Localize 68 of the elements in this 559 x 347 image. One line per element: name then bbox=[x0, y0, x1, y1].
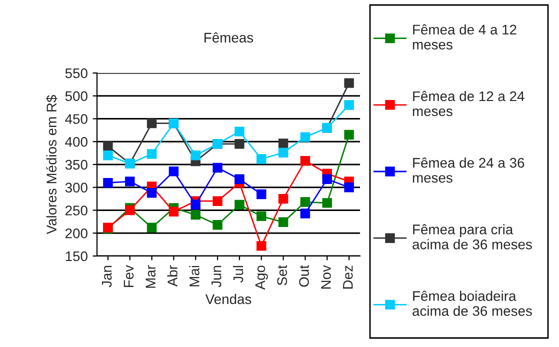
point bbox=[168, 206, 179, 216]
point bbox=[278, 217, 288, 228]
point bbox=[278, 138, 288, 148]
y-tick-label: 400 bbox=[65, 136, 88, 147]
x-tick-label: Mai bbox=[189, 266, 200, 286]
point bbox=[146, 149, 157, 159]
y-tick-label: 350 bbox=[65, 160, 88, 170]
point bbox=[300, 208, 310, 218]
x-tick-label: Nov bbox=[321, 265, 331, 289]
legend-label: Fêmea boiadeira acima de 36 meses bbox=[412, 290, 532, 316]
legend-label: Fêmea de 4 a 12 meses bbox=[412, 24, 516, 50]
point bbox=[146, 118, 157, 128]
x-tick-label: Mar bbox=[146, 265, 156, 288]
point bbox=[125, 176, 135, 186]
point bbox=[256, 189, 266, 200]
point bbox=[344, 100, 354, 110]
point bbox=[212, 162, 222, 173]
y-axis-title: Valores Médios em R$ bbox=[46, 94, 58, 234]
chart-title: Fêmeas bbox=[204, 32, 254, 43]
point bbox=[234, 126, 244, 136]
y-tick-label: 150 bbox=[66, 251, 88, 262]
legend-label: Fêmea de 12 a 24 meses bbox=[412, 90, 524, 116]
point bbox=[103, 178, 113, 188]
point bbox=[103, 141, 113, 152]
y-tick-label: 200 bbox=[66, 228, 88, 238]
point bbox=[234, 139, 244, 149]
point bbox=[278, 194, 288, 204]
y-tick-label: 550 bbox=[65, 68, 88, 78]
point bbox=[234, 200, 244, 210]
x-tick-label: Set bbox=[277, 265, 288, 286]
point bbox=[344, 182, 354, 192]
point bbox=[278, 148, 288, 158]
point bbox=[212, 196, 222, 206]
x-tick-label: Fev bbox=[124, 265, 134, 288]
point bbox=[190, 200, 200, 210]
x-axis-title: Vendas bbox=[205, 294, 252, 304]
x-tick-label: Out bbox=[299, 265, 309, 287]
point bbox=[146, 222, 157, 232]
y-tick-label: 450 bbox=[65, 114, 88, 124]
x-tick-label: Ago bbox=[255, 266, 268, 290]
point bbox=[300, 197, 310, 207]
point bbox=[300, 132, 310, 142]
legend-label: Fêmea de 24 a 36 meses bbox=[412, 158, 524, 183]
x-tick-label: Jun bbox=[212, 266, 222, 288]
point bbox=[190, 210, 200, 220]
point bbox=[256, 241, 266, 251]
y-tick-label: 500 bbox=[65, 91, 88, 102]
point bbox=[256, 154, 266, 164]
point bbox=[146, 188, 157, 198]
point bbox=[103, 150, 113, 160]
legend-label: Fêmea para cria acima de 36 meses bbox=[412, 224, 532, 250]
point bbox=[300, 156, 310, 166]
point bbox=[190, 150, 200, 160]
point bbox=[322, 174, 332, 184]
point bbox=[322, 198, 332, 208]
point bbox=[344, 130, 354, 140]
point bbox=[344, 78, 354, 88]
point bbox=[168, 166, 179, 176]
x-tick-label: Dez bbox=[343, 266, 353, 289]
point bbox=[212, 220, 222, 230]
y-tick-label: 300 bbox=[65, 182, 88, 193]
y-tick-label: 250 bbox=[66, 206, 88, 216]
point bbox=[125, 205, 135, 216]
x-tick-label: Jul bbox=[232, 266, 244, 283]
x-tick-label: Abr bbox=[167, 265, 178, 287]
point bbox=[256, 211, 266, 222]
point bbox=[234, 174, 244, 184]
x-tick-label: Jan bbox=[102, 266, 112, 288]
